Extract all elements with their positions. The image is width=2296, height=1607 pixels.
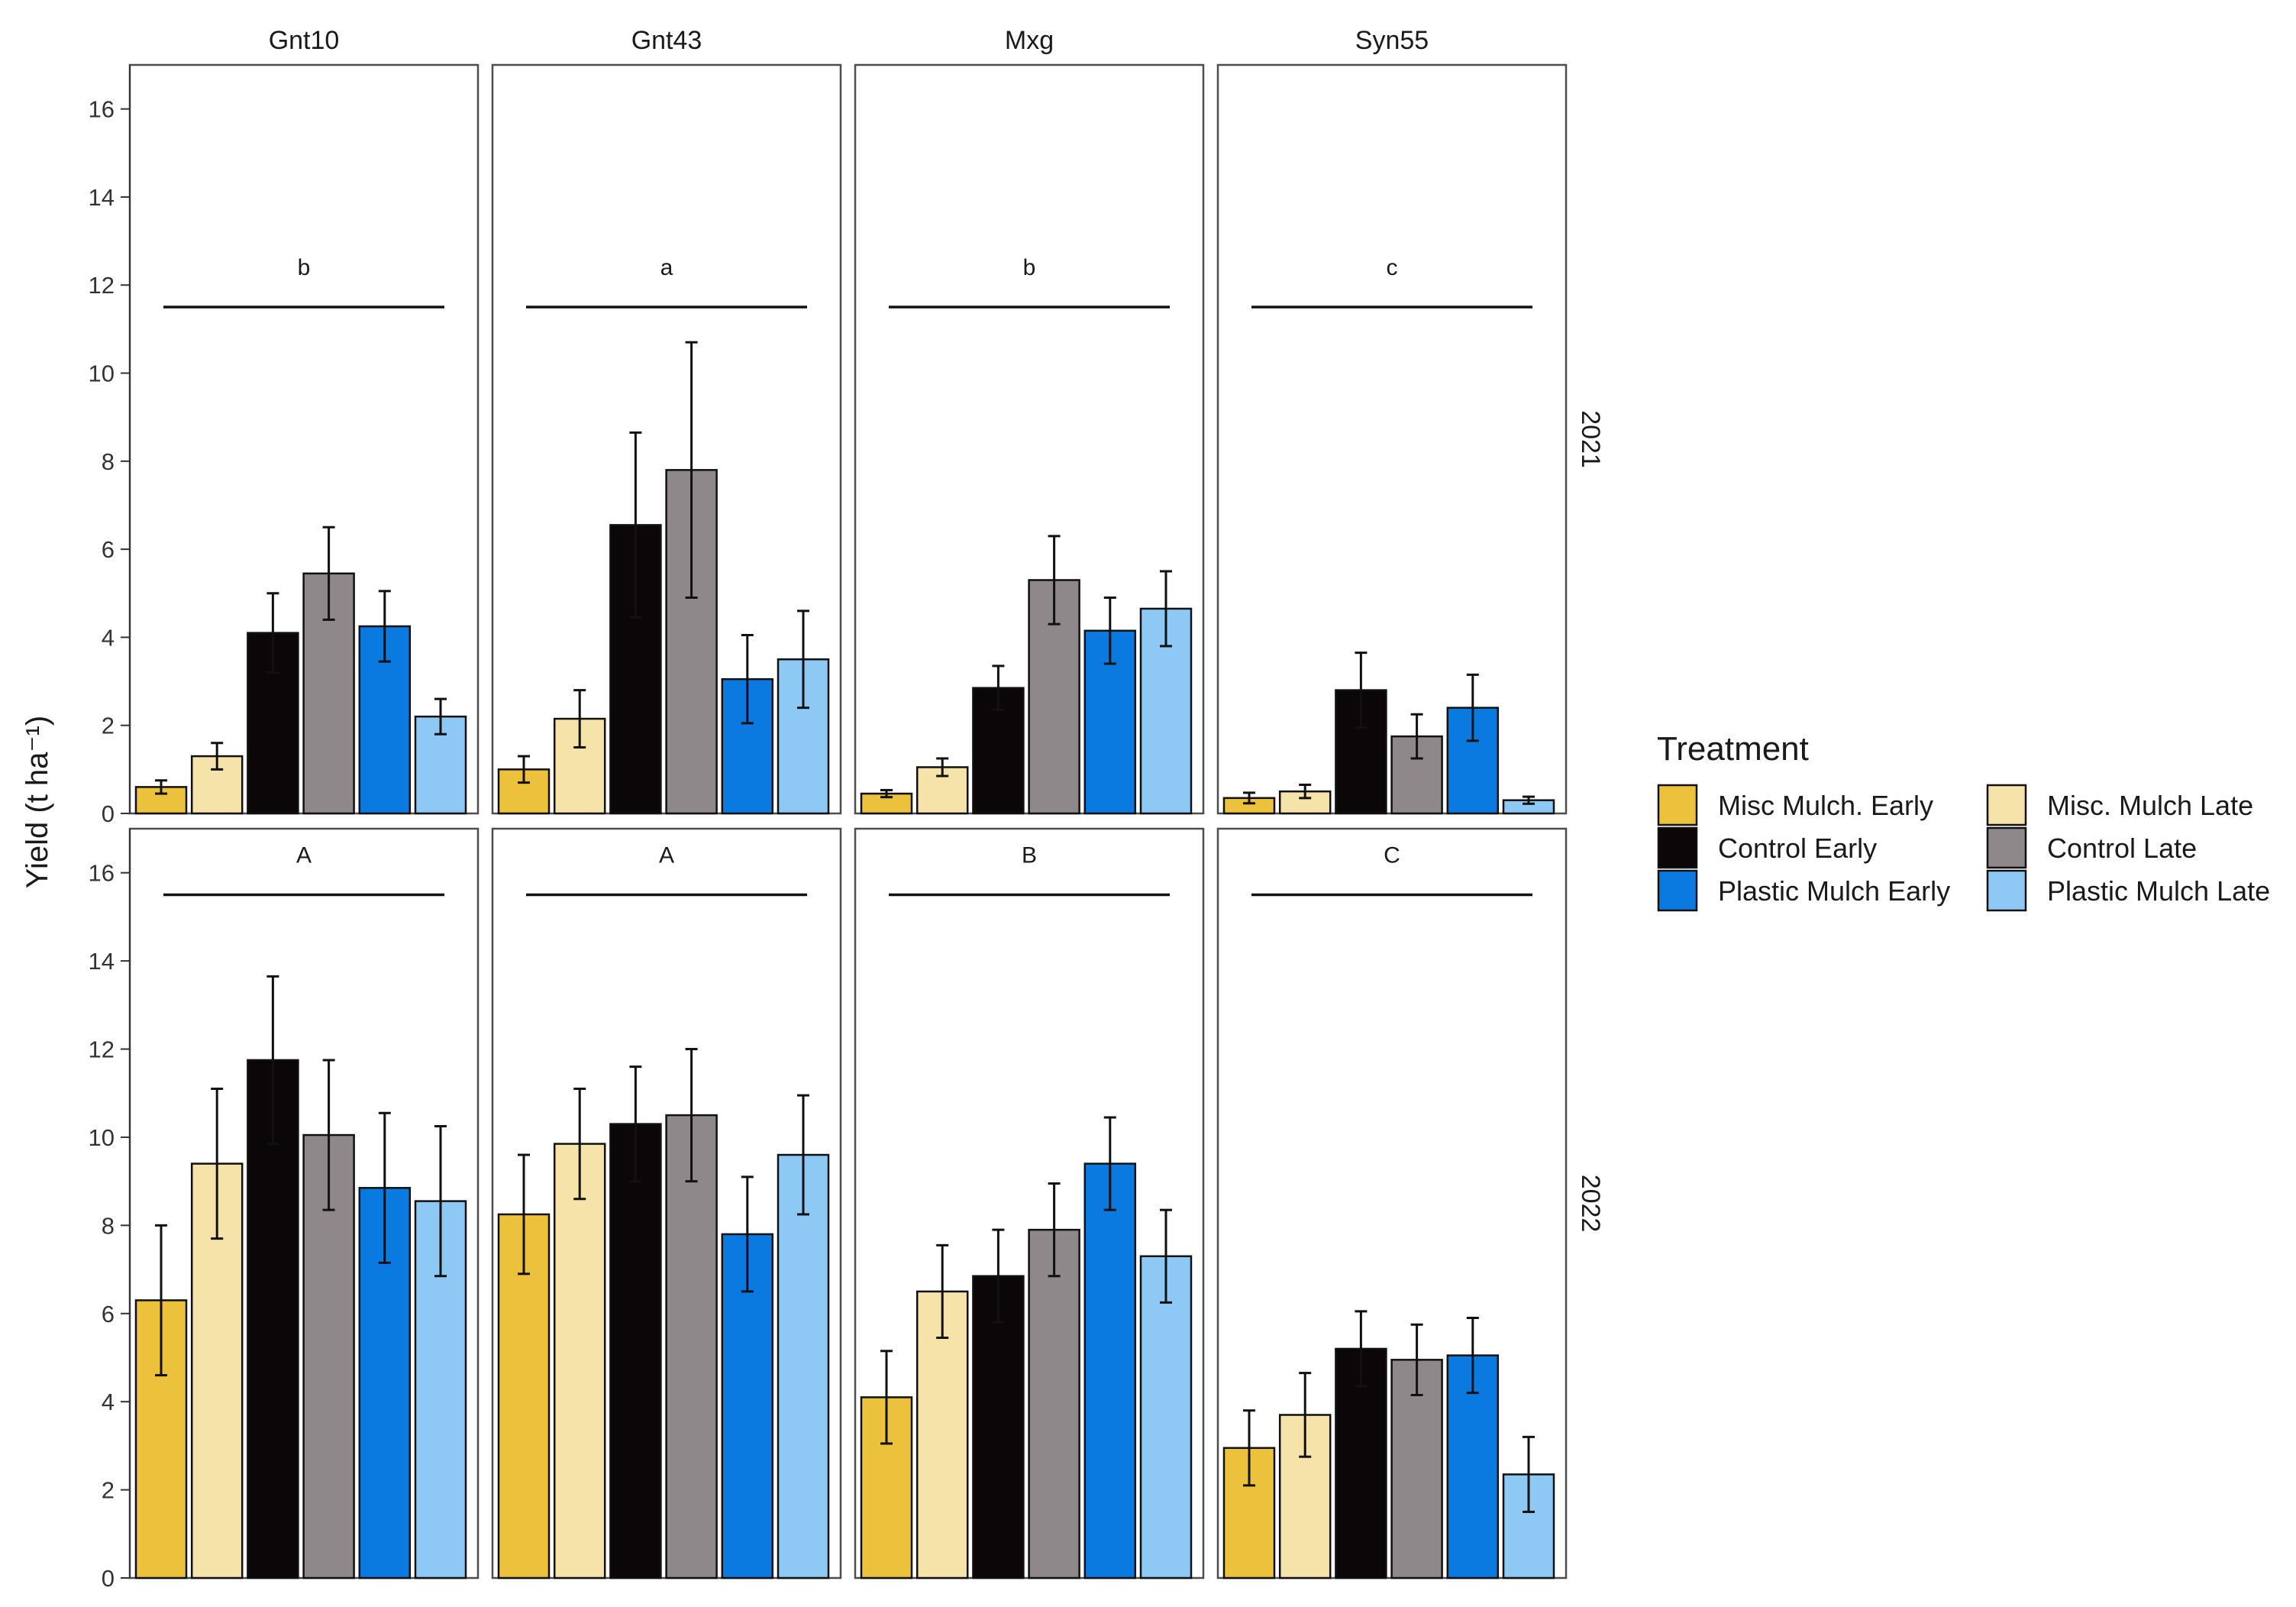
y-tick-label: 4: [102, 1389, 115, 1415]
y-axis-title: Yield (t ha⁻¹): [21, 716, 54, 888]
legend-label: Control Early: [1718, 833, 1877, 864]
legend-label: Misc Mulch. Early: [1718, 790, 1933, 821]
bar: [777, 1153, 830, 1580]
bar: [609, 1123, 662, 1580]
bar: [665, 1114, 718, 1580]
significance-letter: a: [660, 255, 673, 280]
significance-letter: c: [1387, 255, 1398, 280]
legend-item: Control Early: [1657, 826, 1877, 869]
legend-item: Plastic Mulch Early: [1657, 869, 1950, 912]
facet-panel: B: [854, 827, 1205, 1580]
significance-letter: b: [298, 255, 311, 280]
bar: [1139, 1255, 1193, 1580]
legend-swatch: [1986, 869, 2027, 912]
facet-row-label: 2021: [1576, 410, 1605, 468]
legend-swatch: [1986, 784, 2027, 826]
facet-panel: c: [1216, 63, 1568, 815]
bar: [553, 1143, 606, 1580]
facet-panels: b a b c A A B C: [128, 63, 1568, 1580]
legend-title: Treatment: [1657, 730, 1809, 768]
facet-panel: a: [491, 63, 842, 815]
facet-column-label: Gnt43: [631, 26, 702, 55]
significance-letter: C: [1384, 843, 1400, 868]
facet-row-label: 2022: [1576, 1175, 1605, 1233]
legend-label: Plastic Mulch Late: [2047, 875, 2270, 907]
y-tick-label: 14: [89, 184, 115, 211]
legend-swatch: [1657, 869, 1698, 912]
bar: [247, 1059, 299, 1580]
facet-panel: C: [1216, 827, 1568, 1580]
bar: [915, 1290, 969, 1580]
y-tick-label: 2: [102, 1477, 115, 1504]
legend-swatch: [1657, 784, 1698, 826]
legend-swatch: [1986, 826, 2027, 869]
y-tick-label: 12: [89, 272, 115, 299]
y-axes: 0 2 4 6 8 10 12 14 16 0 2 4 6 8 10 12 14 16: [89, 65, 131, 1592]
y-tick-label: 8: [102, 448, 115, 475]
bar: [1083, 1162, 1137, 1580]
legend-item: Control Late: [1986, 826, 2197, 869]
y-tick-label: 8: [102, 1212, 115, 1239]
legend-label: Misc. Mulch Late: [2047, 790, 2253, 821]
legend: Treatment Misc Mulch. Early Misc. Mulch L…: [1657, 730, 2270, 912]
panel-border: [1216, 63, 1568, 815]
y-tick-label: 0: [102, 800, 115, 827]
bar: [1335, 1347, 1387, 1580]
facet-column-label: Mxg: [1005, 26, 1054, 55]
y-tick-label: 2: [102, 713, 115, 739]
significance-letter: A: [659, 843, 674, 868]
legend-item: Misc. Mulch Late: [1986, 784, 2253, 826]
facet-strip-labels: Gnt10 Gnt43 Mxg Syn55 2021 2022: [269, 26, 1605, 1232]
legend-item: Misc Mulch. Early: [1657, 784, 1933, 826]
legend-label: Control Late: [2047, 833, 2197, 864]
bar: [1028, 1228, 1080, 1580]
y-tick-label: 0: [102, 1565, 115, 1592]
facet-column-label: Gnt10: [269, 26, 340, 55]
legend-item: Plastic Mulch Late: [1986, 869, 2270, 912]
y-tick-label: 16: [89, 860, 115, 887]
y-tick-label: 6: [102, 536, 115, 563]
legend-label: Plastic Mulch Early: [1718, 875, 1950, 907]
significance-letter: b: [1023, 255, 1036, 280]
bar: [247, 632, 299, 815]
facet-panel: b: [128, 63, 480, 815]
facet-panel: b: [854, 63, 1205, 815]
y-tick-label: 10: [89, 361, 115, 387]
y-tick-label: 4: [102, 624, 115, 651]
y-tick-label: 14: [89, 948, 115, 975]
y-tick-label: 10: [89, 1124, 115, 1151]
legend-swatch: [1657, 826, 1698, 869]
y-tick-label: 6: [102, 1301, 115, 1327]
facet-panel: A: [491, 827, 842, 1580]
facet-column-label: Syn55: [1355, 26, 1429, 55]
y-tick-label: 16: [89, 96, 115, 123]
facet-panel: A: [128, 827, 480, 1580]
significance-letter: B: [1022, 843, 1037, 868]
y-tick-label: 12: [89, 1036, 115, 1063]
significance-letter: A: [296, 843, 312, 868]
